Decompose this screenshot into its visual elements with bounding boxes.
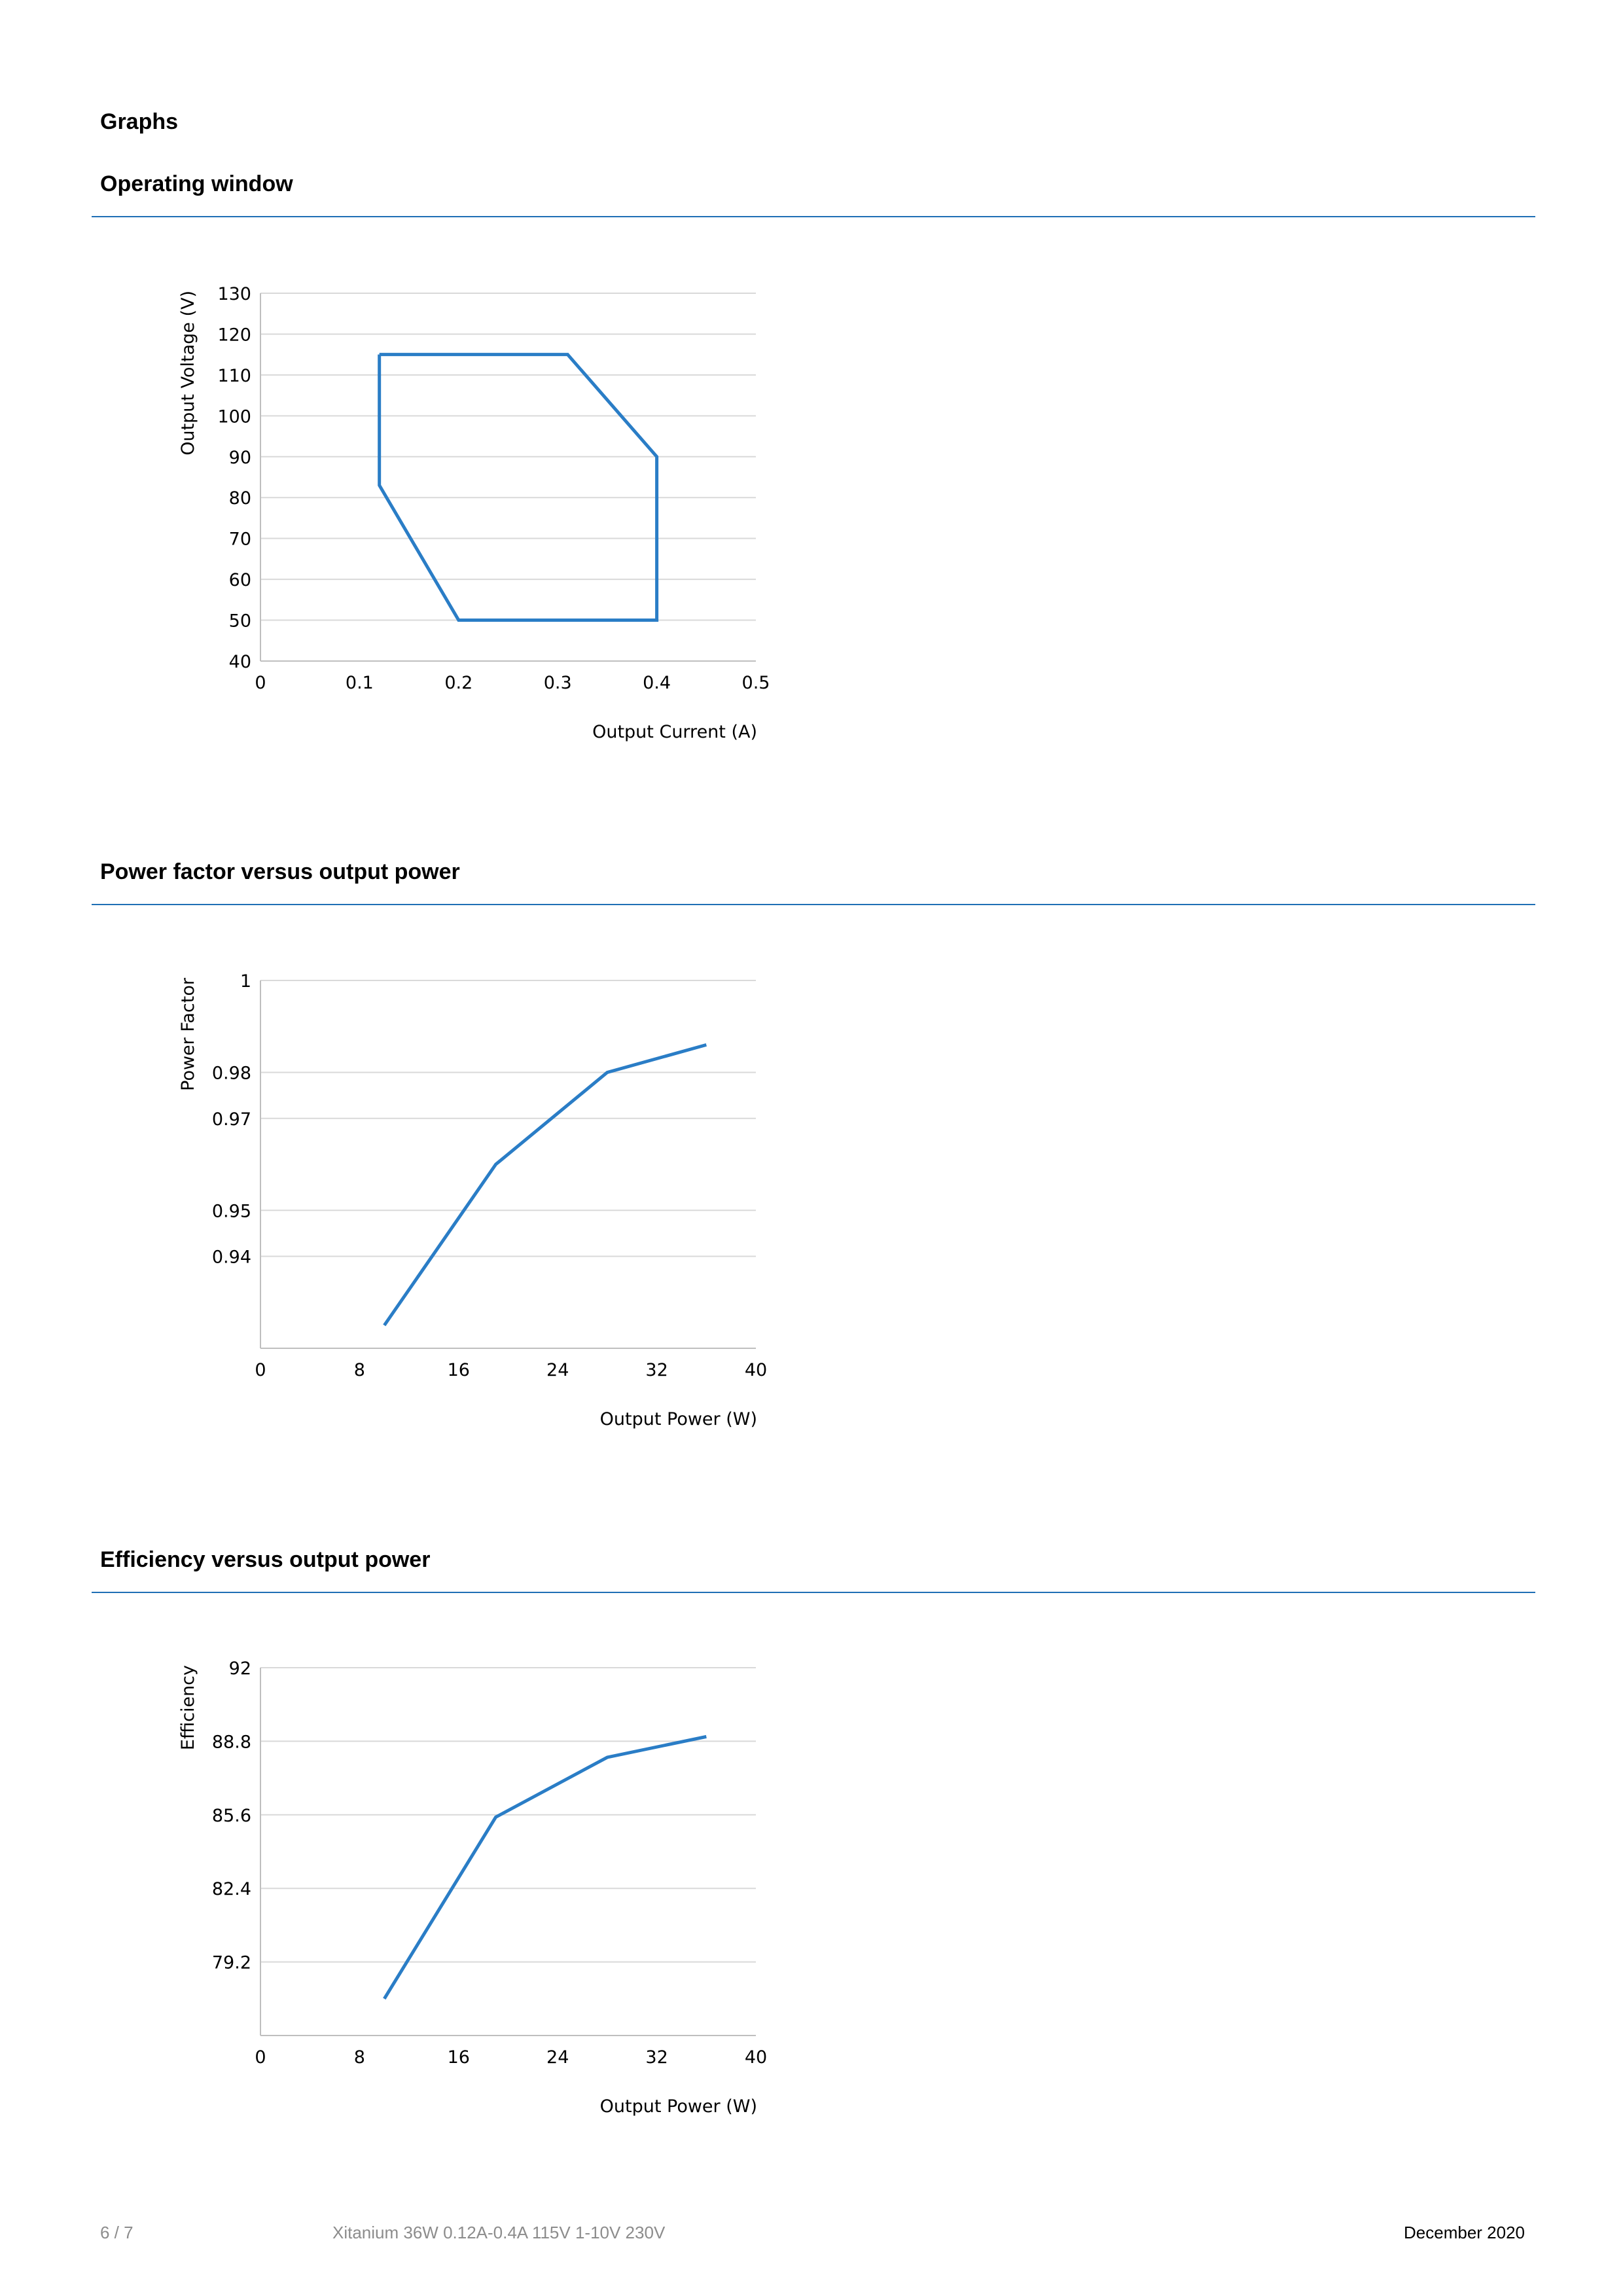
y-tick-label: 79.2 bbox=[212, 1953, 251, 1973]
series-line bbox=[383, 1043, 707, 1327]
x-tick-label: 24 bbox=[546, 1360, 569, 1380]
x-tick-label: 40 bbox=[745, 2047, 767, 2068]
x-tick-label: 0.2 bbox=[444, 673, 473, 693]
x-tick-label: 32 bbox=[645, 1360, 668, 1380]
y-tick-label: 0.95 bbox=[212, 1201, 251, 1221]
x-tick-label: 0.5 bbox=[742, 673, 770, 693]
series-line bbox=[378, 353, 659, 622]
x-tick-label: 0.4 bbox=[643, 673, 671, 693]
y-tick-label: 85.6 bbox=[212, 1806, 251, 1826]
x-tick-label: 32 bbox=[645, 2047, 668, 2068]
y-tick-label: 120 bbox=[217, 325, 251, 345]
y-tick-label: 40 bbox=[229, 652, 251, 672]
y-tick-label: 60 bbox=[229, 570, 251, 590]
x-tick-label: 0 bbox=[255, 673, 266, 693]
y-tick-label: 50 bbox=[229, 611, 251, 632]
y-tick-label: 92 bbox=[229, 1659, 251, 1679]
y-tick-label: 0.94 bbox=[212, 1247, 251, 1268]
x-tick-label: 16 bbox=[448, 1360, 470, 1380]
x-tick-label: 8 bbox=[354, 1360, 365, 1380]
x-axis-title: Output Current (A) bbox=[592, 722, 757, 742]
y-axis-title: Efficiency bbox=[178, 1665, 198, 1750]
y-tick-label: 100 bbox=[217, 406, 251, 427]
x-tick-label: 16 bbox=[448, 2047, 470, 2068]
section-title: Graphs bbox=[100, 109, 179, 134]
y-tick-label: 90 bbox=[229, 448, 251, 468]
power-factor-chart: 0.94 0.95 0.97 0.98 1 0 8 16 24 32 40 Output Power … bbox=[178, 971, 767, 1429]
series-line bbox=[383, 1734, 707, 2000]
footer-page-number: 6 / 7 bbox=[100, 2223, 134, 2242]
y-tick-label: 0.98 bbox=[212, 1064, 251, 1084]
x-tick-label: 0 bbox=[255, 2047, 266, 2068]
y-tick-label: 88.8 bbox=[212, 1732, 251, 1752]
x-tick-label: 24 bbox=[546, 2047, 569, 2068]
x-tick-label: 8 bbox=[354, 2047, 365, 2068]
footer-date: December 2020 bbox=[1404, 2223, 1525, 2242]
y-tick-label: 0.97 bbox=[212, 1109, 251, 1130]
y-tick-label: 80 bbox=[229, 488, 251, 509]
y-axis-title: Power Factor bbox=[178, 977, 198, 1091]
x-tick-label: 0.1 bbox=[346, 673, 374, 693]
y-tick-label: 110 bbox=[217, 366, 251, 386]
x-tick-label: 0 bbox=[255, 1360, 266, 1380]
x-tick-label: 0.3 bbox=[544, 673, 572, 693]
chart-title-operating-window: Operating window bbox=[100, 171, 293, 196]
y-tick-label: 82.4 bbox=[212, 1879, 251, 1899]
y-tick-label: 130 bbox=[217, 284, 251, 304]
x-tick-label: 40 bbox=[745, 1360, 767, 1380]
y-tick-label: 70 bbox=[229, 529, 251, 550]
chart-title-power-factor: Power factor versus output power bbox=[100, 859, 460, 884]
chart-title-efficiency: Efficiency versus output power bbox=[100, 1547, 431, 1572]
section-divider bbox=[92, 216, 1535, 217]
x-axis-title: Output Power (W) bbox=[600, 2096, 757, 2117]
y-tick-label: 1 bbox=[240, 971, 251, 992]
efficiency-chart: 79.2 82.4 85.6 88.8 92 0 8 16 24 32 40 Output Power… bbox=[178, 1659, 767, 2117]
footer-product-name: Xitanium 36W 0.12A-0.4A 115V 1-10V 230V bbox=[332, 2223, 666, 2242]
section-divider bbox=[92, 904, 1535, 905]
y-axis-title: Output Voltage (V) bbox=[178, 291, 198, 456]
operating-window-chart: 40 50 60 70 80 90 100 110 120 130 0 0.1 0.2 0.3 0.4 0.5… bbox=[178, 284, 770, 742]
section-divider bbox=[92, 1592, 1535, 1593]
x-axis-title: Output Power (W) bbox=[600, 1409, 757, 1429]
